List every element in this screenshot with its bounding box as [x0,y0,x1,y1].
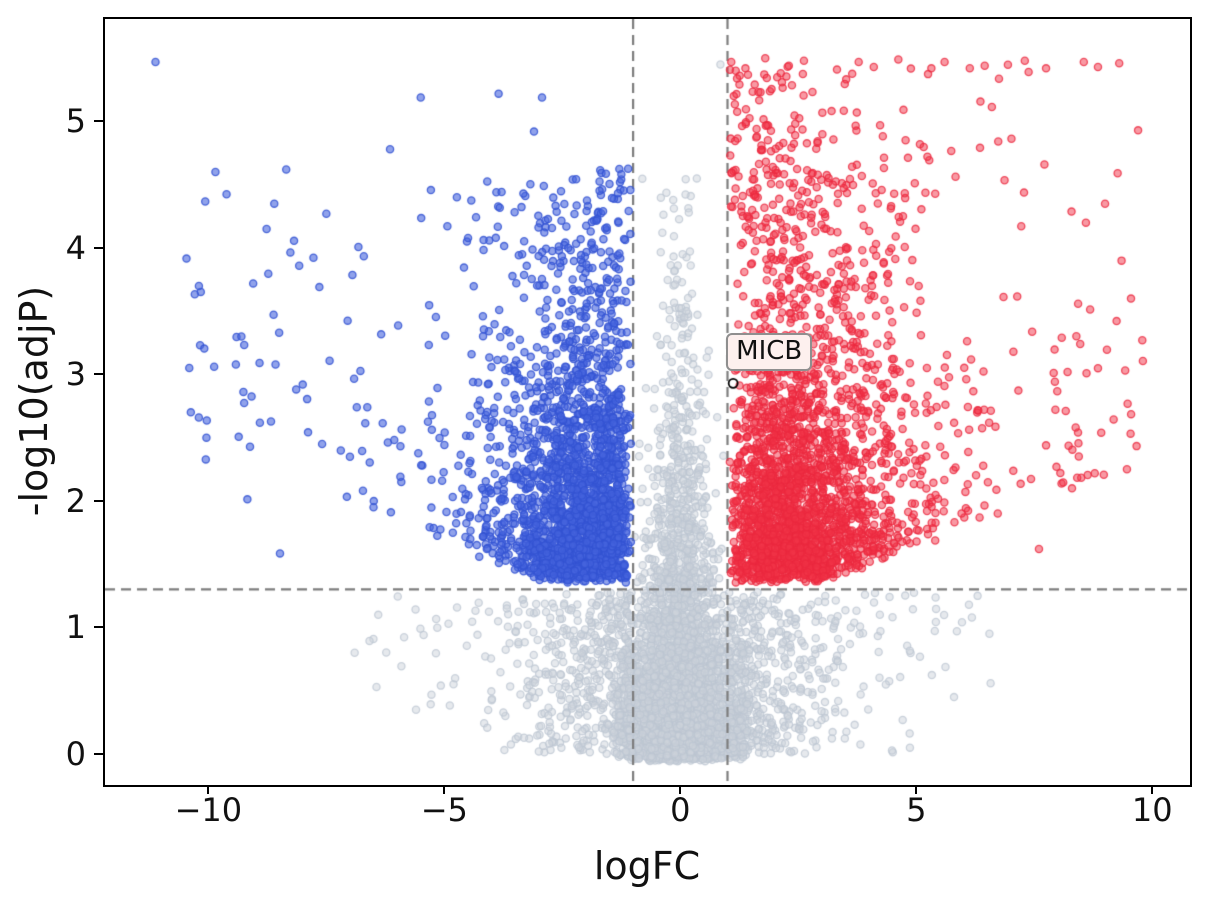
y-tick-label-1: 1 [65,608,86,647]
y-tick-label-3: 3 [65,355,86,394]
y-tick-mark-1 [94,626,103,629]
y-tick-mark-2 [94,499,103,502]
gene-label-annotation: MICB [726,333,813,372]
x-tick-label-2: 0 [670,791,691,829]
y-tick-label-0: 0 [65,735,86,773]
y-tick-mark-5 [94,120,103,123]
y-axis-title: -log10(adjP) [12,285,56,517]
x-tick-mark-2 [679,785,682,794]
y-tick-label-4: 4 [65,228,86,267]
x-tick-mark-3 [915,785,918,794]
x-tick-label-4: 10 [1131,791,1173,829]
x-tick-label-3: 5 [906,791,927,829]
plot-area [103,17,1192,787]
x-tick-label-0: −10 [174,791,243,829]
y-tick-mark-0 [94,753,103,755]
x-tick-mark-0 [207,785,210,794]
y-tick-mark-3 [94,373,103,376]
gene-label-text: MICB [736,336,803,367]
x-tick-label-1: −5 [420,791,468,829]
x-tick-mark-4 [1151,785,1154,794]
scatter-canvas [105,19,1190,785]
y-tick-mark-4 [94,246,103,249]
x-tick-mark-1 [443,785,446,794]
x-axis-title: logFC [593,844,701,888]
y-tick-label-5: 5 [65,102,86,141]
y-tick-label-2: 2 [65,481,86,520]
